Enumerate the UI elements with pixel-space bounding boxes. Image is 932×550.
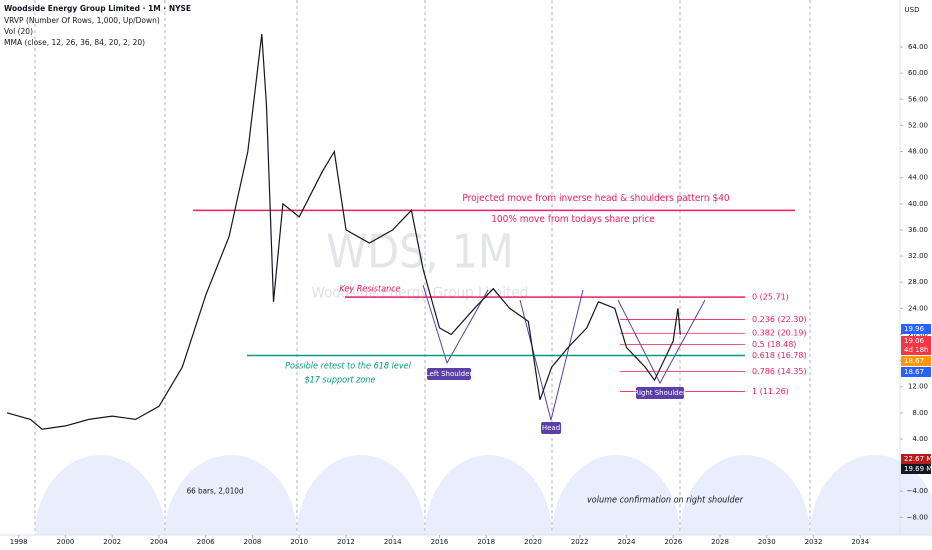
annotation: Key Resistance — [339, 285, 400, 295]
x-tick-label: 1998 — [10, 538, 28, 546]
x-tick-label: 2016 — [431, 538, 449, 546]
cycle-arc — [680, 455, 810, 535]
indicator: Vol (20) — [4, 27, 33, 36]
pattern-label-box — [427, 368, 471, 380]
plot: 64.00 60.00 56.00 52.00 48.00 44.00 40.00 36.00… — [6, 33, 928, 546]
x-tick-label: 2006 — [197, 538, 215, 546]
y-tick-label: 20.00 — [908, 330, 928, 338]
cycle-arc — [810, 455, 932, 535]
currency: USD — [905, 6, 920, 14]
annotation: Projected move from inverse head & shoul… — [462, 193, 730, 204]
y-tick-label: −8.00 — [907, 513, 928, 521]
x-tick-label: 2030 — [758, 538, 776, 546]
y-tick-label: 4.00 — [912, 435, 928, 443]
price-badge — [901, 356, 931, 366]
x-tick-label: 2012 — [337, 538, 355, 546]
price-badge-label: 18.67 — [904, 368, 924, 376]
x-tick-label: 2010 — [290, 538, 308, 546]
indicator: MMA (close, 12, 26, 36, 84, 20, 2, 20) — [4, 38, 145, 47]
pattern-label: Left Shoulder — [426, 370, 473, 378]
fib-label: 1 (11.26) — [752, 387, 789, 396]
annotation: Possible retest to the 618 level — [285, 362, 411, 372]
pattern-label: Right Shoulder — [634, 389, 686, 397]
annotation: $17 support zone — [305, 376, 376, 386]
volume-badge — [901, 454, 931, 464]
price-line — [6, 33, 681, 430]
fib-label: 0.236 (22.30) — [752, 315, 807, 324]
price-badge-label: 18.67 — [904, 357, 924, 365]
fib-label: 0.786 (14.35) — [752, 367, 807, 376]
y-tick-label: 64.00 — [908, 43, 928, 51]
y-tick-label: 52.00 — [908, 121, 928, 129]
y-tick-label: 24.00 — [908, 304, 928, 312]
cycle-arc — [425, 455, 552, 535]
cycle-arc — [552, 455, 680, 535]
x-tick-label: 2014 — [384, 538, 402, 546]
y-tick-label: 8.00 — [912, 409, 928, 417]
pattern-line — [519, 289, 584, 421]
x-tick-label: 2008 — [244, 538, 262, 546]
price-badge — [901, 367, 931, 377]
y-tick-label: 60.00 — [908, 69, 928, 77]
price-badge-label: 4d 18h — [904, 346, 928, 354]
x-tick-label: 2026 — [664, 538, 682, 546]
fib-label: 0.618 (16.78) — [752, 351, 807, 360]
y-tick-label: 36.00 — [908, 226, 928, 234]
y-tick-label: 48.00 — [908, 148, 928, 156]
x-tick-label: 2032 — [805, 538, 823, 546]
chart-title: Woodside Energy Group Limited · 1M · NYS… — [4, 4, 191, 13]
y-tick-label: −4.00 — [907, 487, 928, 495]
pattern-line — [422, 284, 489, 365]
price-badge — [901, 345, 931, 355]
price-badge — [901, 324, 931, 334]
indicator: VRVP (Number Of Rows, 1,000, Up/Down) — [4, 16, 160, 25]
y-tick-label: 40.00 — [908, 200, 928, 208]
pattern-line — [617, 299, 706, 385]
pattern-label-box — [636, 387, 684, 399]
annotation: volume confirmation on right shoulder — [587, 496, 744, 506]
cycle-arc — [35, 455, 165, 535]
x-tick-label: 2022 — [571, 538, 589, 546]
x-tick-label: 2024 — [618, 538, 636, 546]
x-tick-label: 2002 — [103, 538, 121, 546]
cycle-arcs — [34, 0, 932, 535]
volume-badge-label: 19.69 M — [904, 465, 932, 473]
x-tick-label: 2020 — [524, 538, 542, 546]
y-tick-label: 56.00 — [908, 95, 928, 103]
x-tick-label: 2004 — [150, 538, 168, 546]
pattern-label-box — [541, 422, 561, 434]
fib-label: 0.382 (20.19) — [752, 329, 807, 338]
annotation: 100% move from todays share price — [491, 214, 655, 225]
fib-label: 0 (25.71) — [752, 293, 789, 302]
cycle-arc — [297, 455, 425, 535]
pattern-label: Head — [542, 424, 560, 432]
x-tick-label: 2034 — [851, 538, 869, 546]
y-tick-label: 12.00 — [908, 383, 928, 391]
price-badge — [901, 336, 931, 346]
x-tick-label: 2018 — [477, 538, 495, 546]
x-tick-label: 2028 — [711, 538, 729, 546]
volume-badge-label: 22.67 M — [904, 455, 932, 463]
y-tick-label: 44.00 — [908, 174, 928, 182]
volume-badge — [901, 464, 931, 474]
y-tick-label: 28.00 — [908, 278, 928, 286]
cycle-arc — [165, 455, 297, 535]
fib-label: 0.5 (18.48) — [752, 340, 796, 349]
y-tick-label: 32.00 — [908, 252, 928, 260]
price-badge-label: 19.96 — [904, 325, 925, 333]
price-badge-label: 19.06 — [904, 337, 925, 345]
x-tick-label: 2000 — [57, 538, 75, 546]
annotation: 66 bars, 2,010d — [187, 487, 244, 496]
